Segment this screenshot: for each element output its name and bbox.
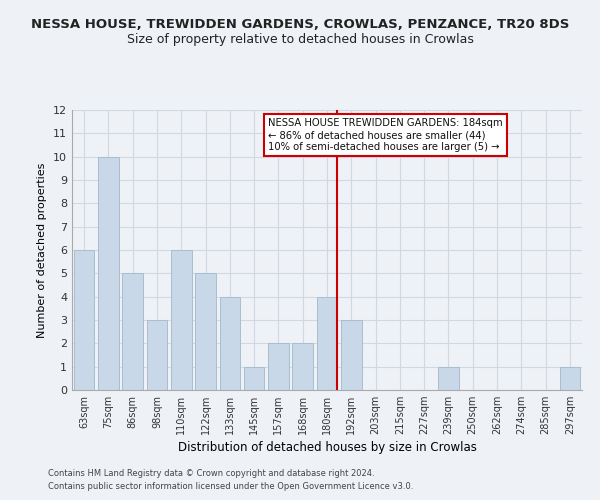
Text: Contains public sector information licensed under the Open Government Licence v3: Contains public sector information licen… [48, 482, 413, 491]
Bar [292, 344, 313, 390]
Bar [317, 296, 337, 390]
Bar [122, 274, 143, 390]
Bar [220, 296, 240, 390]
Bar [268, 344, 289, 390]
Bar [438, 366, 459, 390]
Bar [244, 366, 265, 390]
X-axis label: Distribution of detached houses by size in Crowlas: Distribution of detached houses by size … [178, 442, 476, 454]
Y-axis label: Number of detached properties: Number of detached properties [37, 162, 47, 338]
Bar [171, 250, 191, 390]
Bar [341, 320, 362, 390]
Bar [195, 274, 216, 390]
Bar [74, 250, 94, 390]
Bar [146, 320, 167, 390]
Text: Size of property relative to detached houses in Crowlas: Size of property relative to detached ho… [127, 32, 473, 46]
Bar [560, 366, 580, 390]
Bar [98, 156, 119, 390]
Text: Contains HM Land Registry data © Crown copyright and database right 2024.: Contains HM Land Registry data © Crown c… [48, 468, 374, 477]
Text: NESSA HOUSE TREWIDDEN GARDENS: 184sqm
← 86% of detached houses are smaller (44)
: NESSA HOUSE TREWIDDEN GARDENS: 184sqm ← … [268, 118, 503, 152]
Text: NESSA HOUSE, TREWIDDEN GARDENS, CROWLAS, PENZANCE, TR20 8DS: NESSA HOUSE, TREWIDDEN GARDENS, CROWLAS,… [31, 18, 569, 30]
